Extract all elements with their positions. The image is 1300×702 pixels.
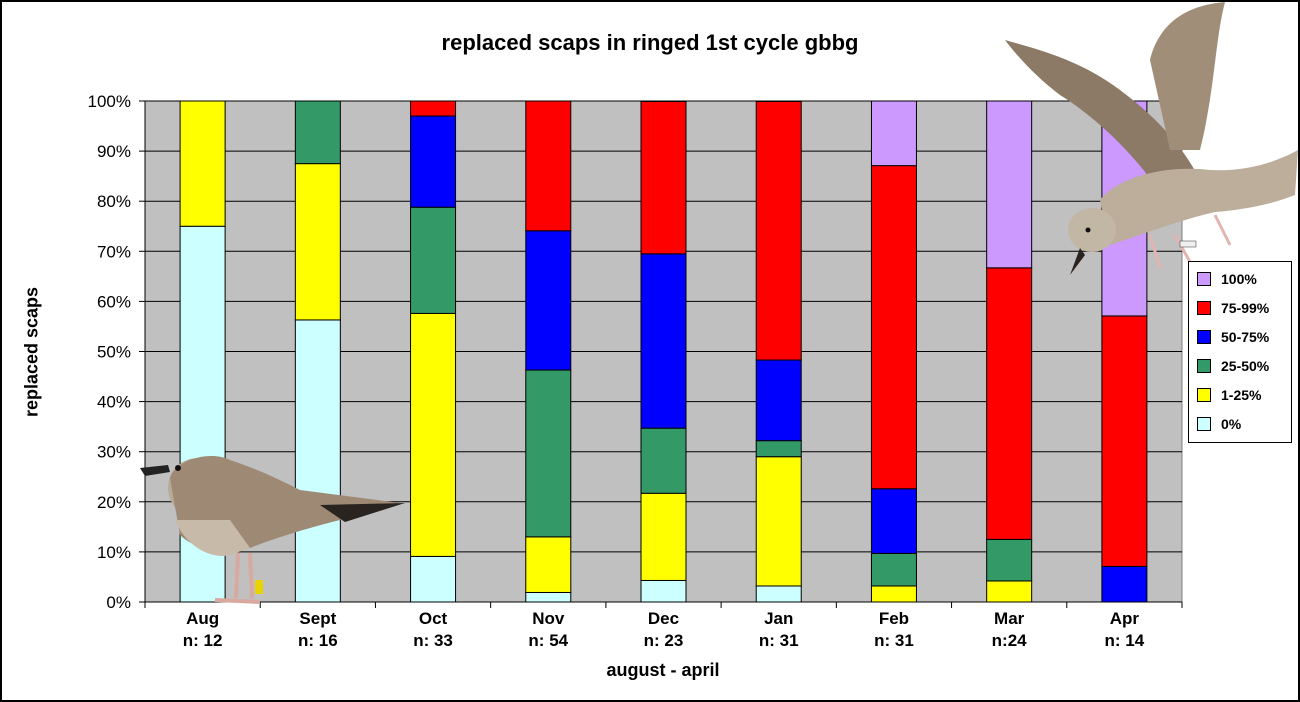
legend-item: 100%	[1197, 270, 1257, 288]
bar-segment-feb-25-50pct	[870, 552, 917, 587]
bar-segment-jan-25-50pct	[755, 440, 802, 458]
legend-label: 1-25%	[1221, 387, 1262, 403]
bar-segment-dec-1-25pct	[640, 492, 687, 581]
legend-swatch	[1197, 272, 1211, 286]
bar-segment-sept-1-25pct	[294, 163, 341, 321]
x-sample-size-label: n: 31	[759, 631, 799, 650]
x-sample-size-label: n:24	[992, 631, 1028, 650]
bar-segment-dec-0pct	[640, 579, 687, 603]
bar-segment-mar-1-25pct	[986, 580, 1033, 603]
chart-title: replaced scaps in ringed 1st cycle gbbg	[441, 30, 859, 55]
bar-segment-oct-75-99pct	[410, 100, 457, 117]
legend-swatch	[1197, 301, 1211, 315]
y-tick-label: 70%	[97, 242, 131, 261]
x-sample-size-label: n: 14	[1105, 631, 1145, 650]
bar-segment-feb-100pct	[870, 100, 917, 167]
bar-segment-oct-0pct	[410, 555, 457, 603]
x-sample-size-label: n: 16	[298, 631, 338, 650]
legend-item: 50-75%	[1197, 328, 1269, 346]
x-tick-label: Apr	[1110, 609, 1140, 628]
bar-segment-dec-75-99pct	[640, 101, 687, 255]
bar-segment-oct-50-75pct	[410, 115, 457, 208]
bar-segment-mar-25-50pct	[986, 538, 1033, 582]
bar-segment-nov-25-50pct	[525, 369, 572, 538]
juvenile-gull-flying-photo	[1005, 2, 1298, 275]
legend-label: 25-50%	[1221, 358, 1270, 374]
bar-segment-mar-100pct	[986, 100, 1033, 269]
legend-swatch	[1197, 417, 1211, 431]
y-tick-label: 30%	[97, 443, 131, 462]
bar-segment-jan-75-99pct	[755, 101, 802, 361]
legend: 100% 75-99% 50-75% 25-50% 1-25% 0%	[1188, 261, 1292, 443]
bar-segment-nov-0pct	[525, 591, 572, 603]
bar-segment-jan-0pct	[755, 585, 802, 603]
juvenile-gull-standing-photo	[140, 456, 405, 604]
bar-segment-dec-50-75pct	[640, 253, 687, 429]
y-tick-label: 0%	[106, 593, 131, 612]
legend-label: 50-75%	[1221, 329, 1270, 345]
x-tick-label: Feb	[879, 609, 909, 628]
y-axis-label: replaced scaps	[21, 286, 42, 418]
y-tick-label: 60%	[97, 292, 131, 311]
y-tick-label: 100%	[88, 92, 131, 111]
y-tick-label: 20%	[97, 493, 131, 512]
legend-item: 75-99%	[1197, 299, 1269, 317]
legend-label: 100%	[1221, 271, 1257, 287]
bar-segment-jan-50-75pct	[755, 359, 802, 442]
legend-swatch	[1197, 359, 1211, 373]
bar-segment-mar-75-99pct	[986, 267, 1033, 540]
x-tick-label: Jan	[764, 609, 793, 628]
legend-label: 0%	[1221, 416, 1242, 432]
x-tick-label: Mar	[994, 609, 1025, 628]
x-tick-label: Sept	[299, 609, 336, 628]
legend-swatch	[1197, 388, 1211, 402]
bar-segment-feb-1-25pct	[870, 585, 917, 603]
bar-segment-nov-1-25pct	[525, 536, 572, 593]
x-tick-label: Nov	[532, 609, 565, 628]
y-tick-label: 10%	[97, 543, 131, 562]
bar-segment-oct-1-25pct	[410, 312, 457, 557]
bar-segment-feb-50-75pct	[870, 488, 917, 554]
x-sample-size-label: n: 31	[874, 631, 914, 650]
x-sample-size-label: n: 23	[644, 631, 684, 650]
x-tick-label: Oct	[419, 609, 448, 628]
bar-segment-nov-75-99pct	[525, 100, 572, 232]
y-tick-label: 50%	[97, 343, 131, 362]
x-sample-size-label: n: 12	[183, 631, 223, 650]
bar-segment-apr-75-99pct	[1101, 315, 1148, 567]
y-tick-label: 80%	[97, 192, 131, 211]
bar-segment-nov-50-75pct	[525, 230, 572, 371]
y-tick-label: 40%	[97, 393, 131, 412]
x-axis-label: august - april	[606, 660, 720, 680]
bar-segment-sept-25-50pct	[294, 100, 341, 165]
x-tick-label: Aug	[186, 609, 219, 628]
legend-label: 75-99%	[1221, 300, 1270, 316]
x-sample-size-label: n: 54	[528, 631, 568, 650]
bar-segment-jan-1-25pct	[755, 456, 802, 587]
bar-segment-oct-25-50pct	[410, 206, 457, 314]
bar-segment-dec-25-50pct	[640, 427, 687, 494]
legend-item: 1-25%	[1197, 386, 1261, 404]
x-tick-label: Dec	[648, 609, 679, 628]
x-sample-size-label: n: 33	[413, 631, 453, 650]
bar-segment-sept-0pct	[294, 319, 341, 603]
legend-item: 0%	[1197, 415, 1241, 433]
legend-swatch	[1197, 330, 1211, 344]
bar-segment-feb-75-99pct	[870, 165, 917, 490]
legend-item: 25-50%	[1197, 357, 1269, 375]
bar-segment-aug-1-25pct	[179, 100, 226, 227]
bar-segment-apr-50-75pct	[1101, 565, 1148, 603]
y-tick-label: 90%	[97, 142, 131, 161]
